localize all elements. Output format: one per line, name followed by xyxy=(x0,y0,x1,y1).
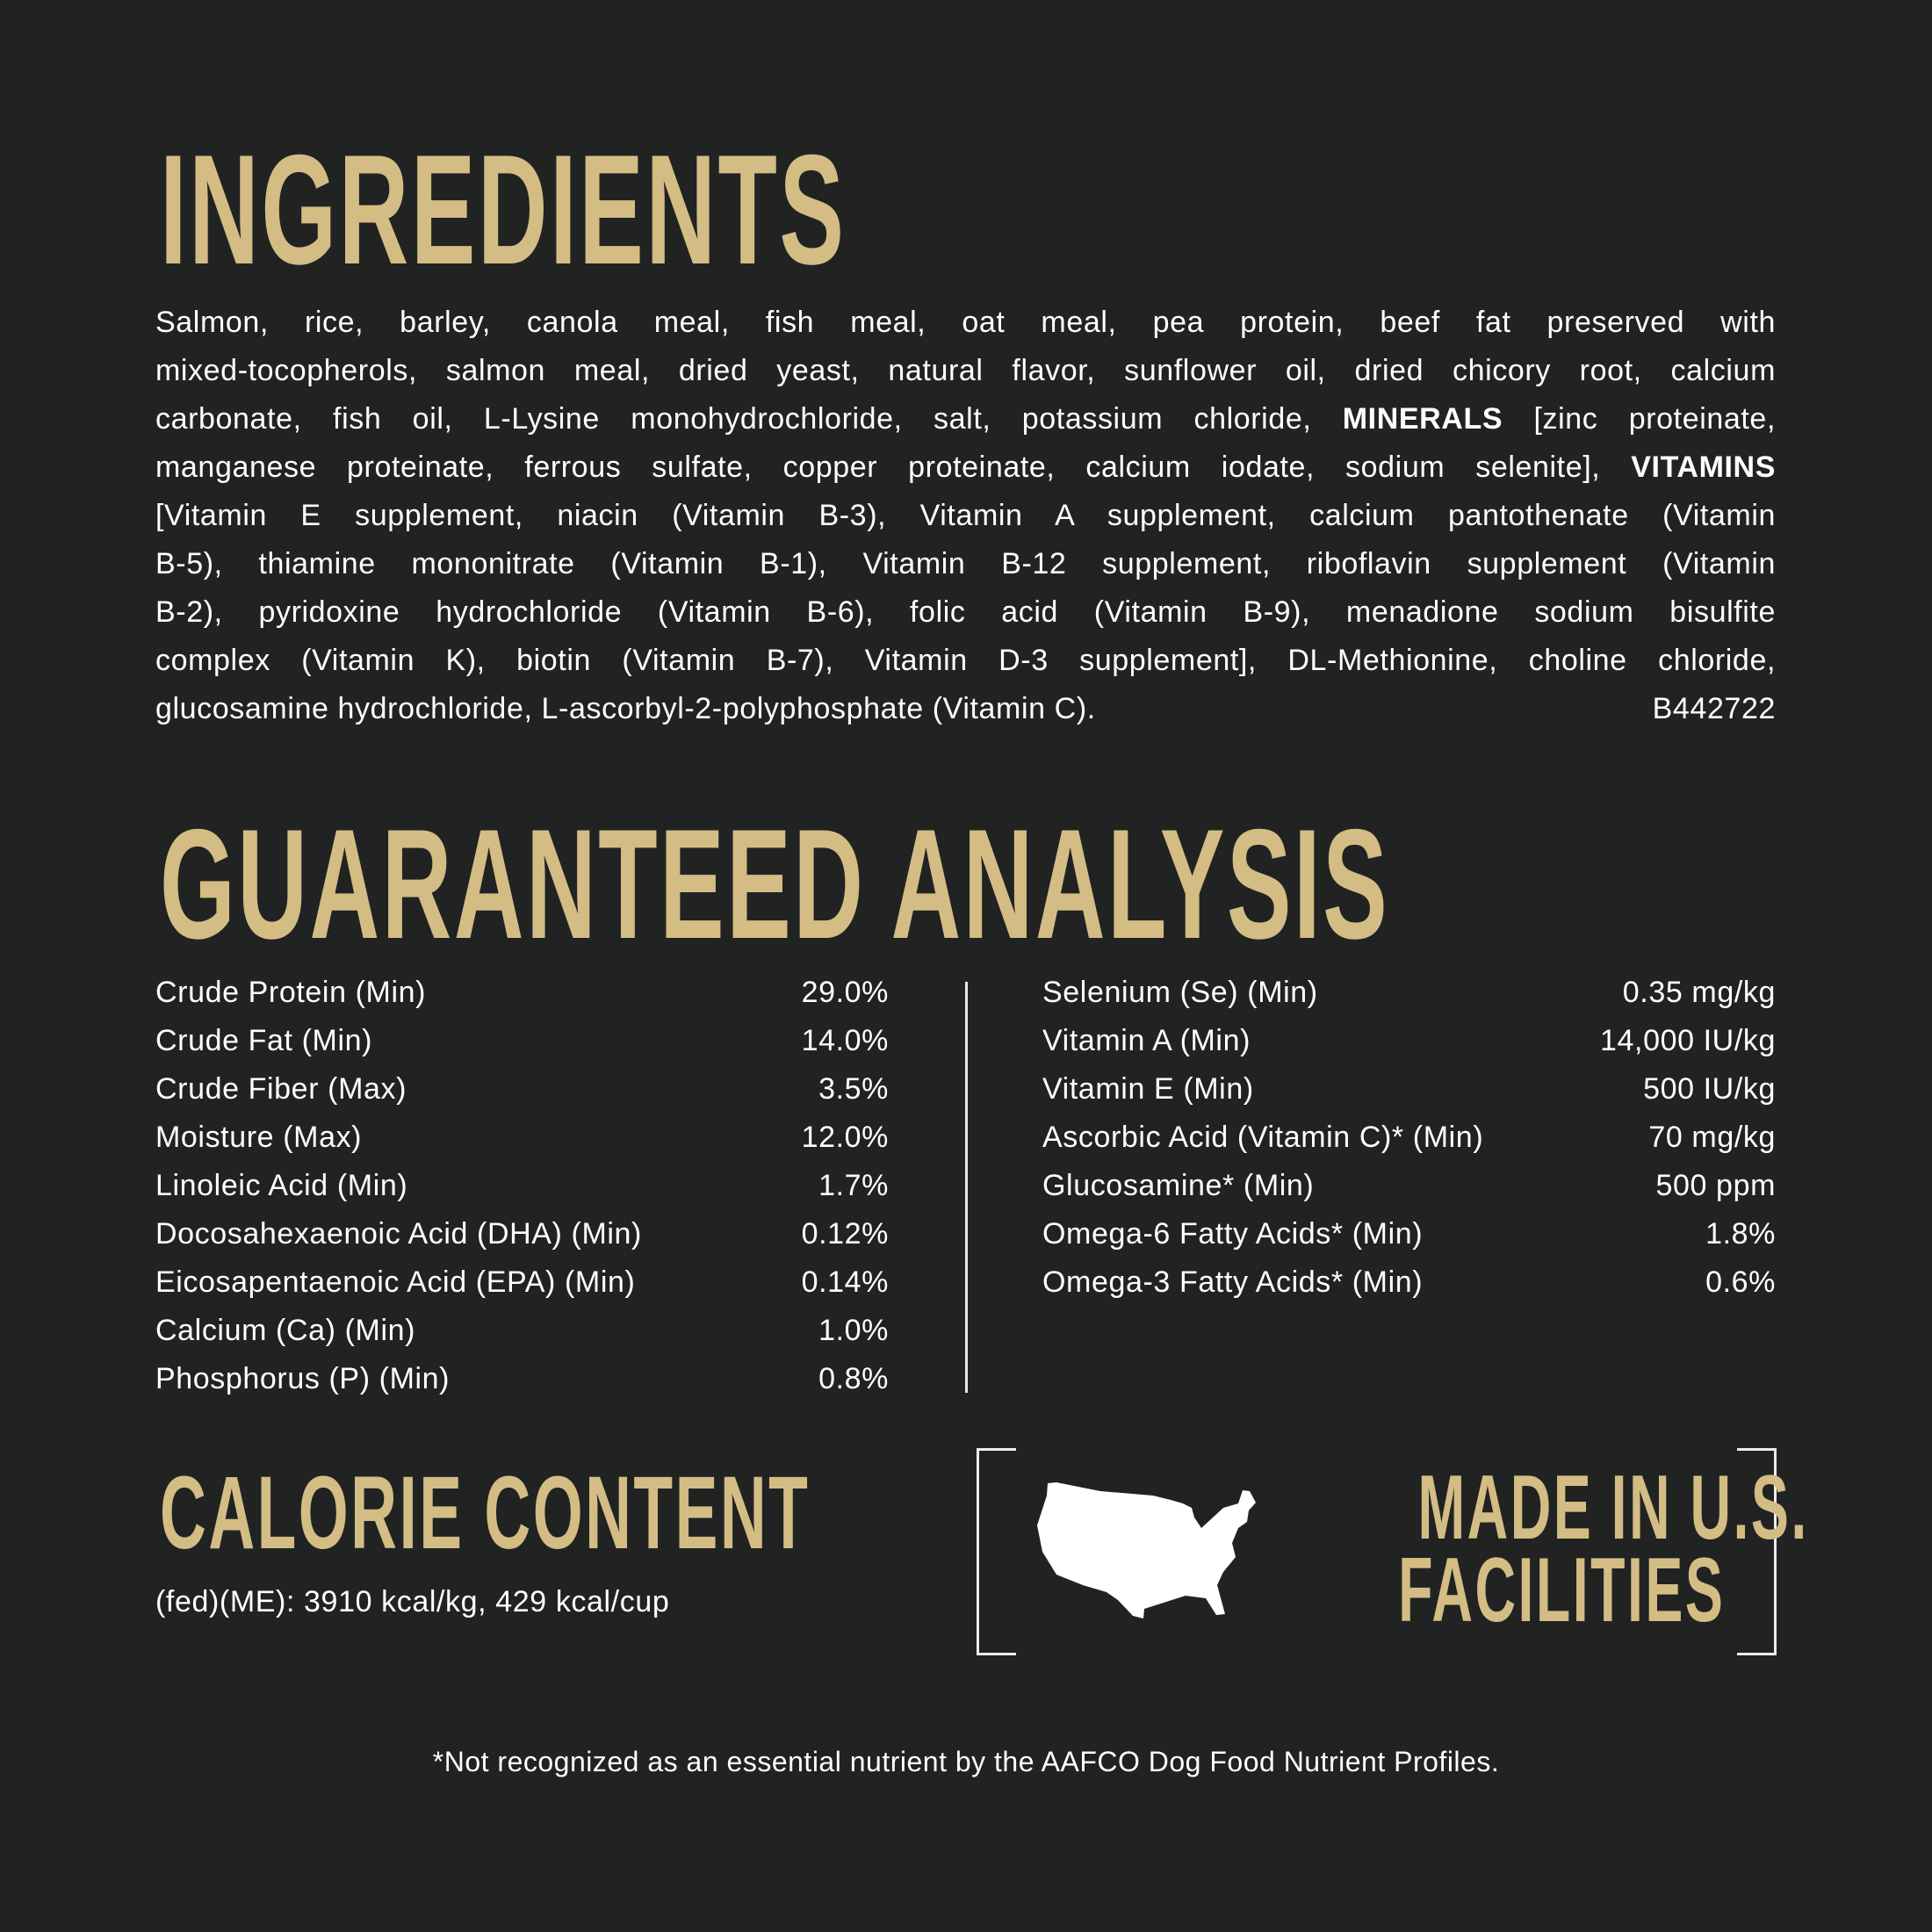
made-in-usa-label: MADE IN U.S. FACILITIES xyxy=(1298,1462,1806,1636)
nutrient-name: Crude Fat (Min) xyxy=(155,1024,373,1057)
nutrient-value: 3.5% xyxy=(818,1072,889,1106)
nutrient-name: Vitamin A (Min) xyxy=(1042,1024,1251,1057)
made-in-line-1: MADE IN U.S. xyxy=(1417,1457,1809,1559)
nutrient-name: Ascorbic Acid (Vitamin C)* (Min) xyxy=(1042,1121,1484,1154)
nutrient-name: Linoleic Acid (Min) xyxy=(155,1169,408,1202)
ingredient-category: VITAMINS xyxy=(1631,451,1776,484)
calorie-content-text: (fed)(ME): 3910 kcal/kg, 429 kcal/cup xyxy=(155,1585,670,1618)
ingredients-heading: INGREDIENTS xyxy=(160,122,847,297)
nutrient-name: Omega-3 Fatty Acids* (Min) xyxy=(1042,1265,1424,1299)
nutrient-value: 0.12% xyxy=(801,1217,889,1251)
analysis-row: Crude Protein (Min) 29.0% xyxy=(155,969,889,1017)
ingredients-line: complex (Vitamin K), biotin (Vitamin B-7… xyxy=(155,637,1776,685)
ingredients-line-text: carbonate, fish oil, L-Lysine monohydroc… xyxy=(155,402,1776,436)
nutrient-name: Crude Fiber (Max) xyxy=(155,1072,407,1106)
nutrient-name: Selenium (Se) (Min) xyxy=(1042,976,1318,1009)
analysis-row: Crude Fat (Min) 14.0% xyxy=(155,1017,889,1065)
nutrient-name: Phosphorus (P) (Min) xyxy=(155,1362,451,1395)
nutrient-name: Omega-6 Fatty Acids* (Min) xyxy=(1042,1217,1424,1251)
ingredient-text: complex (Vitamin K), biotin (Vitamin B-7… xyxy=(155,644,1776,677)
ingredient-category: MINERALS xyxy=(1342,402,1503,436)
guaranteed-analysis-heading: GUARANTEED ANALYSIS xyxy=(160,797,1390,971)
analysis-row: Docosahexaenoic Acid (DHA) (Min) 0.12% xyxy=(155,1210,889,1258)
nutrient-value: 500 IU/kg xyxy=(1643,1072,1776,1106)
ingredients-line: mixed-tocopherols, salmon meal, dried ye… xyxy=(155,347,1776,395)
analysis-row: Eicosapentaenoic Acid (EPA) (Min) 0.14% xyxy=(155,1258,889,1307)
nutrient-value: 1.8% xyxy=(1705,1217,1776,1251)
nutrient-name: Glucosamine* (Min) xyxy=(1042,1169,1315,1202)
ingredients-line-text: B-5), thiamine mononitrate (Vitamin B-1)… xyxy=(155,547,1776,580)
ingredient-text: [zinc proteinate, xyxy=(1503,402,1776,436)
ingredient-text: [Vitamin E supplement, niacin (Vitamin B… xyxy=(155,499,1776,532)
calorie-content-heading: CALORIE CONTENT xyxy=(160,1455,811,1571)
analysis-row: Selenium (Se) (Min) 0.35 mg/kg xyxy=(1042,969,1776,1017)
ingredients-line: B-2), pyridoxine hydrochloride (Vitamin … xyxy=(155,588,1776,637)
column-divider xyxy=(965,982,968,1393)
analysis-row: Omega-3 Fatty Acids* (Min) 0.6% xyxy=(1042,1258,1776,1307)
ingredients-line: manganese proteinate, ferrous sulfate, c… xyxy=(155,443,1776,492)
ingredients-line: [Vitamin E supplement, niacin (Vitamin B… xyxy=(155,492,1776,540)
analysis-row: Phosphorus (P) (Min) 0.8% xyxy=(155,1355,889,1403)
left-bracket xyxy=(977,1448,1016,1655)
analysis-row: Ascorbic Acid (Vitamin C)* (Min) 70 mg/kg xyxy=(1042,1114,1776,1162)
ingredients-line-text: complex (Vitamin K), biotin (Vitamin B-7… xyxy=(155,644,1776,677)
ingredient-text: Salmon, rice, barley, canola meal, fish … xyxy=(155,306,1776,339)
nutrient-name: Vitamin E (Min) xyxy=(1042,1072,1254,1106)
analysis-row: Linoleic Acid (Min) 1.7% xyxy=(155,1162,889,1210)
analysis-row: Calcium (Ca) (Min) 1.0% xyxy=(155,1307,889,1355)
analysis-row: Omega-6 Fatty Acids* (Min) 1.8% xyxy=(1042,1210,1776,1258)
ingredients-line: carbonate, fish oil, L-Lysine monohydroc… xyxy=(155,395,1776,443)
ingredient-text: glucosamine hydrochloride, L-ascorbyl-2-… xyxy=(155,692,1096,725)
ingredients-line-text: mixed-tocopherols, salmon meal, dried ye… xyxy=(155,354,1776,387)
nutrient-value: 0.35 mg/kg xyxy=(1622,976,1776,1009)
nutrient-value: 14.0% xyxy=(801,1024,889,1057)
ingredient-text: B-5), thiamine mononitrate (Vitamin B-1)… xyxy=(155,547,1776,580)
ingredient-text: B-2), pyridoxine hydrochloride (Vitamin … xyxy=(155,595,1776,629)
nutrient-value: 1.7% xyxy=(818,1169,889,1202)
ingredients-line: B-5), thiamine mononitrate (Vitamin B-1)… xyxy=(155,540,1776,588)
nutrient-value: 1.0% xyxy=(818,1314,889,1347)
ingredients-line-text: B-2), pyridoxine hydrochloride (Vitamin … xyxy=(155,595,1776,629)
ingredients-line-text: manganese proteinate, ferrous sulfate, c… xyxy=(155,451,1776,484)
nutrient-value: 0.14% xyxy=(801,1265,889,1299)
ingredient-text: manganese proteinate, ferrous sulfate, c… xyxy=(155,451,1632,484)
nutrient-value: 12.0% xyxy=(801,1121,889,1154)
nutrient-value: 29.0% xyxy=(801,976,889,1009)
nutrient-value: 500 ppm xyxy=(1655,1169,1776,1202)
ingredients-line: glucosamine hydrochloride, L-ascorbyl-2-… xyxy=(155,685,1776,733)
ingredients-line-text: [Vitamin E supplement, niacin (Vitamin B… xyxy=(155,499,1776,532)
nutrient-value: 0.6% xyxy=(1705,1265,1776,1299)
nutrient-value: 0.8% xyxy=(818,1362,889,1395)
right-bracket xyxy=(1737,1448,1777,1655)
nutrient-name: Docosahexaenoic Acid (DHA) (Min) xyxy=(155,1217,642,1251)
analysis-row: Crude Fiber (Max) 3.5% xyxy=(155,1065,889,1114)
nutrient-name: Eicosapentaenoic Acid (EPA) (Min) xyxy=(155,1265,636,1299)
ingredients-line-text: Salmon, rice, barley, canola meal, fish … xyxy=(155,306,1776,339)
footnote: *Not recognized as an essential nutrient… xyxy=(432,1746,1500,1777)
ingredients-line: Salmon, rice, barley, canola meal, fish … xyxy=(155,299,1776,347)
product-code: B442722 xyxy=(1652,692,1776,725)
nutrient-value: 70 mg/kg xyxy=(1648,1121,1776,1154)
nutrient-name: Moisture (Max) xyxy=(155,1121,363,1154)
analysis-row: Vitamin E (Min) 500 IU/kg xyxy=(1042,1065,1776,1114)
usa-map-icon xyxy=(1037,1482,1256,1618)
nutrient-value: 14,000 IU/kg xyxy=(1600,1024,1776,1057)
nutrient-name: Crude Protein (Min) xyxy=(155,976,427,1009)
nutrient-name: Calcium (Ca) (Min) xyxy=(155,1314,416,1347)
ingredient-text: mixed-tocopherols, salmon meal, dried ye… xyxy=(155,354,1776,387)
ingredients-text: Salmon, rice, barley, canola meal, fish … xyxy=(155,299,1776,733)
analysis-row: Glucosamine* (Min) 500 ppm xyxy=(1042,1162,1776,1210)
analysis-row: Vitamin A (Min) 14,000 IU/kg xyxy=(1042,1017,1776,1065)
analysis-row: Moisture (Max) 12.0% xyxy=(155,1114,889,1162)
ingredient-text: carbonate, fish oil, L-Lysine monohydroc… xyxy=(155,402,1343,436)
analysis-left-column: Crude Protein (Min) 29.0% Crude Fat (Min) 1… xyxy=(155,969,889,1403)
ingredients-line-text: glucosamine hydrochloride, L-ascorbyl-2-… xyxy=(155,685,1096,733)
made-in-line-2: FACILITIES xyxy=(1398,1539,1726,1641)
analysis-right-column: Selenium (Se) (Min) 0.35 mg/kg Vitamin A (… xyxy=(1042,969,1776,1307)
